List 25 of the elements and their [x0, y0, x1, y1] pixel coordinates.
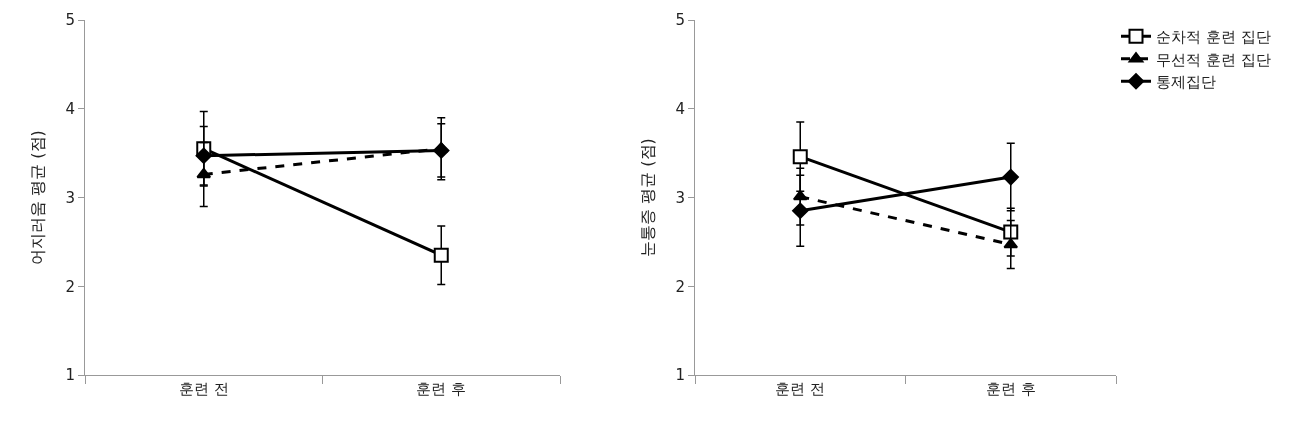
x-tick-label: 훈련 후 [985, 380, 1036, 398]
legend-label: 순차적 훈련 집단 [1156, 28, 1271, 47]
y-tick-label: 4 [675, 100, 685, 118]
y-tick-label: 3 [675, 188, 685, 207]
y-tick-label: 2 [65, 277, 75, 296]
y-tick-label: 1 [675, 366, 685, 385]
point [433, 247, 449, 263]
point [195, 147, 212, 164]
y-axis-title: 눈통증 평균 (점) [638, 138, 657, 257]
x-tick-label: 훈련 전 [178, 380, 229, 398]
point [1002, 168, 1019, 186]
x-tick-label: 훈련 전 [775, 380, 826, 398]
x-tick-label: 훈련 후 [416, 380, 467, 398]
point [792, 202, 809, 219]
y-tick-label: 4 [65, 100, 75, 118]
y-tick-label: 1 [65, 366, 75, 385]
y-tick-label: 2 [675, 277, 685, 296]
point [433, 142, 450, 159]
y-axis-title: 어지러움 평균 (점) [28, 130, 47, 265]
y-tick-label: 5 [675, 11, 685, 30]
y-tick-label: 5 [65, 11, 75, 30]
legend-label: 통제집단 [1156, 73, 1216, 92]
point [792, 149, 808, 165]
legend-label: 무선적 훈련 집단 [1156, 50, 1271, 69]
y-tick-label: 3 [65, 188, 75, 207]
